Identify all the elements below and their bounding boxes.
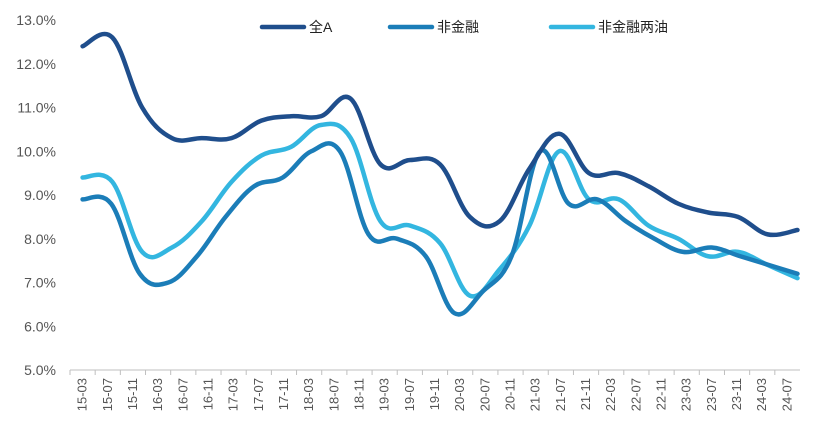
y-tick-label: 5.0% xyxy=(24,362,56,378)
series-line-0 xyxy=(80,31,800,238)
legend-label-1: 非金融 xyxy=(437,19,479,35)
legend-label-0: 全A xyxy=(309,19,333,35)
x-tick-label: 17-03 xyxy=(226,378,241,411)
y-tick-label: 9.0% xyxy=(24,187,56,203)
x-tick-label: 18-03 xyxy=(301,378,316,411)
x-tick-label: 20-07 xyxy=(477,378,492,411)
x-tick-label: 18-07 xyxy=(326,378,341,411)
x-tick-label: 19-07 xyxy=(402,378,417,411)
y-tick-label: 12.0% xyxy=(16,56,56,72)
x-tick-label: 22-07 xyxy=(628,378,643,411)
series-line-2 xyxy=(80,121,800,299)
x-tick-label: 23-07 xyxy=(704,378,719,411)
x-tick-label: 16-07 xyxy=(175,378,190,411)
y-tick-label: 11.0% xyxy=(17,100,56,116)
x-tick-label: 20-03 xyxy=(452,378,467,411)
x-tick-label: 21-11 xyxy=(578,378,593,410)
x-tick-label: 19-03 xyxy=(377,378,392,411)
y-tick-label: 7.0% xyxy=(24,275,56,291)
x-tick-label: 17-11 xyxy=(276,378,291,410)
x-axis-ticks: 15-03 15-07 15-11 16-03 16-07 16-11 17-03 17-07… xyxy=(69,370,794,411)
x-tick-label: 19-11 xyxy=(427,378,442,410)
x-tick-label: 24-03 xyxy=(754,378,769,411)
x-tick-label: 16-03 xyxy=(150,378,165,411)
x-tick-label: 22-03 xyxy=(603,378,618,411)
x-tick-label: 22-11 xyxy=(654,378,669,410)
x-tick-label: 21-07 xyxy=(553,378,568,411)
x-tick-label: 20-11 xyxy=(503,378,518,410)
x-tick-label: 15-07 xyxy=(100,378,115,411)
x-tick-label: 21-03 xyxy=(528,378,543,411)
x-tick-label: 15-03 xyxy=(75,378,90,411)
x-tick-label: 24-07 xyxy=(779,378,794,411)
y-axis-ticks: 5.0% 6.0% 7.0% 8.0% 9.0% 10.0% 11.0% 12.0% 13.0% xyxy=(16,12,56,378)
legend-label-2: 非金融两油 xyxy=(598,19,668,35)
x-tick-label: 16-11 xyxy=(200,378,215,410)
series-line-1 xyxy=(80,141,800,317)
series-lines xyxy=(80,31,800,317)
x-tick-label: 17-07 xyxy=(251,378,266,411)
y-tick-label: 6.0% xyxy=(24,318,56,334)
x-tick-label: 23-11 xyxy=(729,378,744,410)
x-tick-label: 18-11 xyxy=(351,378,366,410)
y-tick-label: 13.0% xyxy=(16,12,56,28)
y-tick-label: 10.0% xyxy=(16,143,56,159)
y-tick-label: 8.0% xyxy=(24,231,56,247)
x-tick-label: 23-03 xyxy=(679,378,694,411)
legend: 全A 非金融 非金融两油 xyxy=(259,19,668,35)
x-tick-label: 15-11 xyxy=(125,378,140,410)
